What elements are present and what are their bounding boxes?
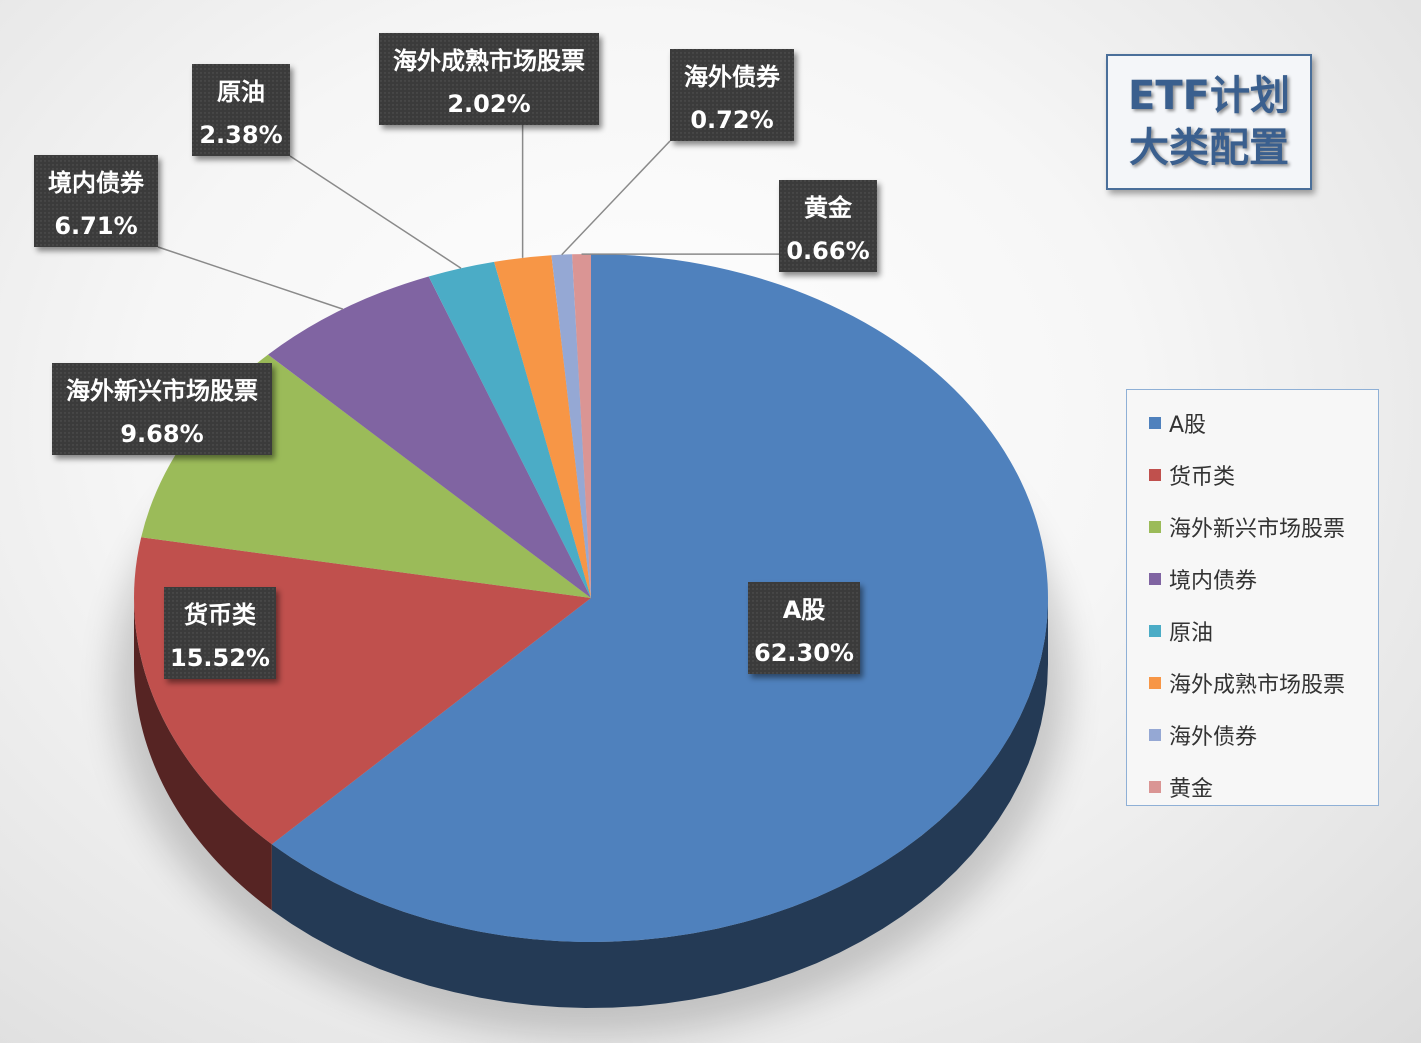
pie-side-1 [134, 598, 272, 911]
chart-title-line-2: 大类配置 [1129, 125, 1289, 171]
pie-slice-6 [551, 254, 591, 599]
legend-label: 货币类 [1169, 465, 1236, 490]
legend-label: 海外债券 [1169, 725, 1258, 750]
data-label-box [779, 180, 877, 272]
legend-item: 海外成熟市场股票 [1127, 657, 1378, 709]
data-label-7: 黄金 0.66% [779, 180, 877, 272]
data-label-5: 海外成熟市场股票 2.02% [379, 33, 599, 125]
data-label-value: 15.52% [170, 644, 270, 672]
legend-label: 境内债券 [1169, 569, 1258, 594]
data-label-value: 6.71% [54, 212, 137, 240]
data-label-box [670, 49, 794, 141]
legend-swatch [1149, 677, 1161, 689]
legend-label: A股 [1169, 413, 1207, 438]
data-label-box [34, 155, 158, 247]
legend-item: 原油 [1127, 605, 1378, 657]
legend-label: 原油 [1169, 621, 1214, 646]
data-label-1: 货币类 15.52% [164, 587, 276, 679]
data-label-box [52, 363, 272, 455]
data-label-name: A股 [783, 596, 826, 624]
data-label-box [192, 64, 290, 156]
legend-item: 货币类 [1127, 449, 1378, 501]
data-label-value: 62.30% [754, 639, 854, 667]
legend-label: 海外成熟市场股票 [1169, 673, 1346, 698]
data-label-2: 海外新兴市场股票 9.68% [52, 363, 272, 455]
leader-line-6 [561, 140, 671, 256]
pie-slice-3 [268, 276, 591, 598]
pie-slice-7 [572, 254, 591, 598]
data-label-value: 2.38% [199, 121, 282, 149]
data-label-6: 海外债券 0.72% [670, 49, 794, 141]
legend-swatch [1149, 729, 1161, 741]
legend-swatch [1149, 573, 1161, 585]
chart-title-line-1: ETF计划 [1128, 73, 1290, 119]
data-label-box [748, 582, 860, 674]
data-label-name: 原油 [217, 78, 265, 106]
data-label-value: 9.68% [120, 420, 203, 448]
pie-side-walls [134, 598, 1048, 1008]
legend-label: 黄金 [1169, 777, 1214, 802]
leader-line-3 [157, 246, 344, 310]
legend-swatch [1149, 521, 1161, 533]
data-label-name: 货币类 [184, 601, 257, 629]
leader-line-4 [289, 155, 462, 269]
legend-swatch [1149, 417, 1161, 429]
pie-side-0 [271, 598, 1048, 1008]
legend-swatch [1149, 625, 1161, 637]
data-label-name: 海外成熟市场股票 [393, 47, 585, 75]
data-labels: A股 62.30% 货币类 15.52% 海外新兴市场股票 9.68% 境内债券 6.71% 原… [34, 33, 877, 679]
legend-swatch [1149, 781, 1161, 793]
chart-legend: A股货币类海外新兴市场股票 境内债券原油海外成熟市场股票 海外债券黄金 [1126, 389, 1379, 806]
data-label-0: A股 62.30% [748, 582, 860, 674]
legend-item: 海外新兴市场股票 [1127, 501, 1378, 553]
pie-slice-4 [428, 261, 591, 598]
data-label-name: 黄金 [804, 194, 853, 222]
data-label-box [164, 587, 276, 679]
legend-swatch [1149, 469, 1161, 481]
data-label-4: 原油 2.38% [192, 64, 290, 156]
data-label-box [379, 33, 599, 125]
data-label-value: 2.02% [447, 90, 530, 118]
legend-item: 黄金 [1127, 761, 1378, 813]
chart-title-box: ETF计划 大类配置 [1106, 54, 1312, 190]
data-label-name: 境内债券 [48, 169, 145, 197]
data-label-name: 海外债券 [684, 63, 781, 91]
data-label-value: 0.66% [786, 237, 869, 265]
legend-item: 境内债券 [1127, 553, 1378, 605]
pie-slice-5 [494, 255, 591, 599]
data-label-name: 海外新兴市场股票 [66, 377, 258, 405]
data-label-value: 0.72% [690, 106, 773, 134]
legend-item: A股 [1127, 397, 1378, 449]
data-label-3: 境内债券 6.71% [34, 155, 158, 247]
legend-label: 海外新兴市场股票 [1169, 517, 1346, 542]
legend-item: 海外债券 [1127, 709, 1378, 761]
pie-slice-0 [271, 254, 1048, 942]
